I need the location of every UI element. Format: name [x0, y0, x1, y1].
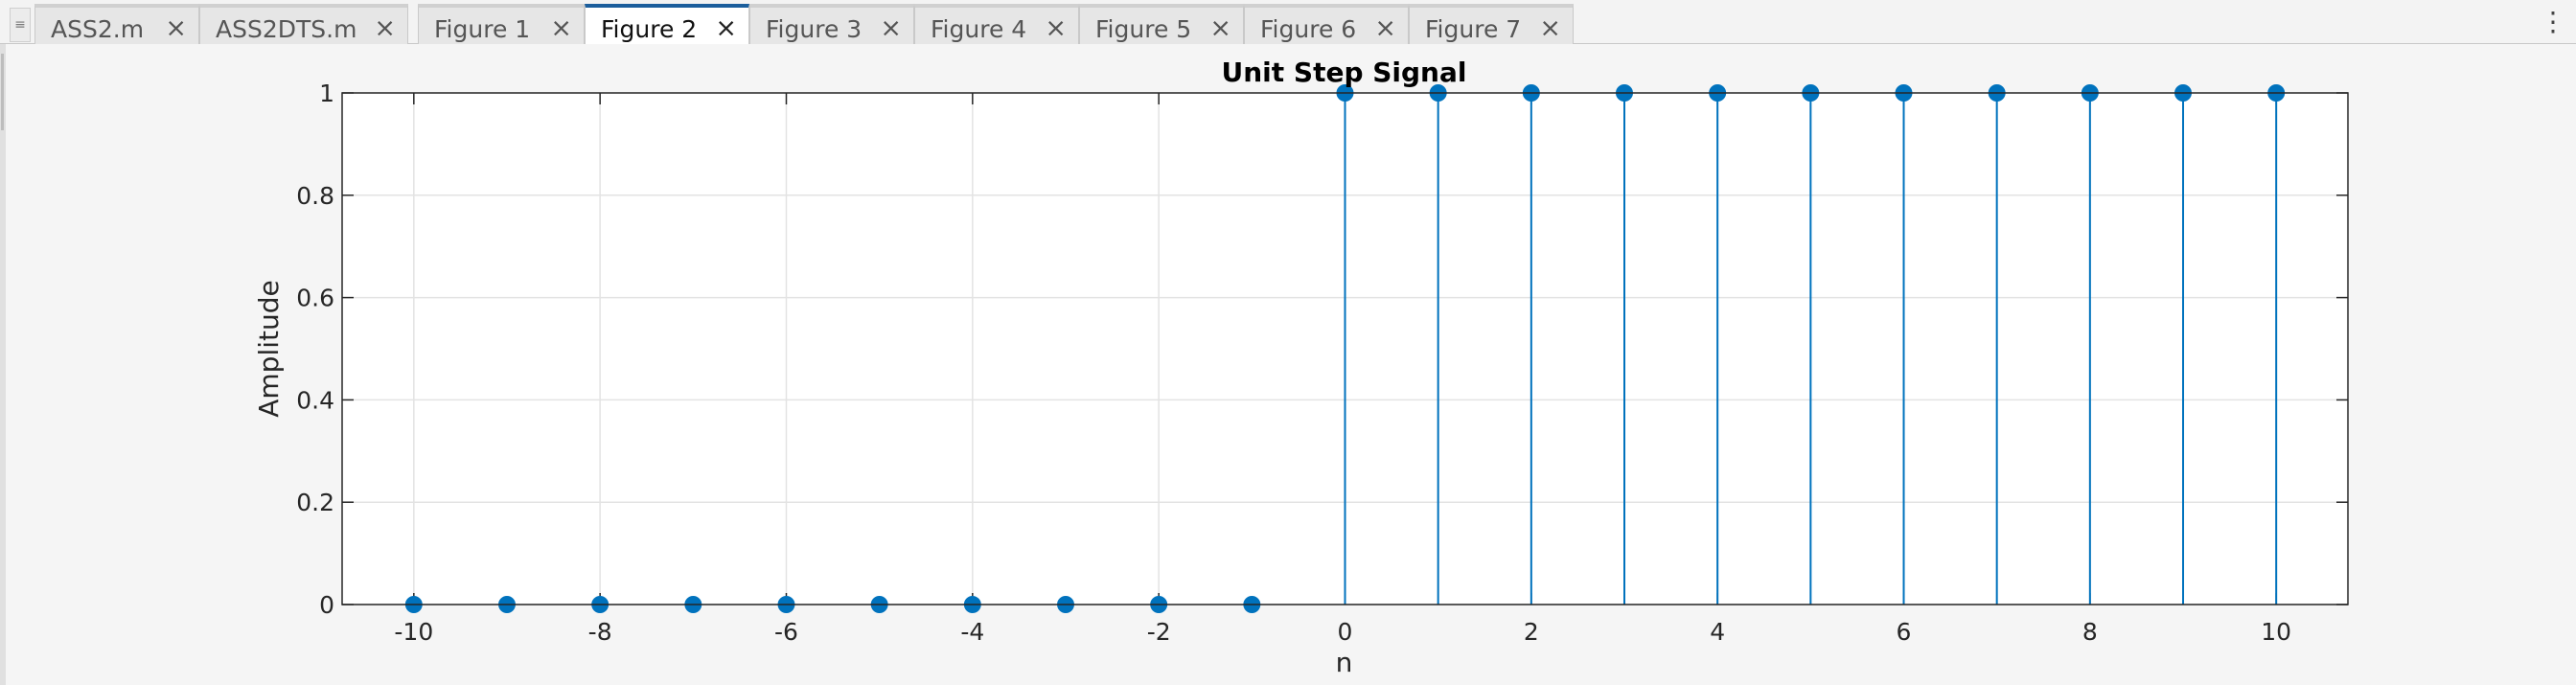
close-icon[interactable]: ×: [550, 13, 572, 43]
x-tick-label: -2: [1147, 618, 1171, 646]
tab-label: Figure 2: [601, 15, 698, 43]
tab-label: Figure 6: [1260, 15, 1357, 43]
tab-label: ASS2DTS.m: [216, 15, 357, 43]
y-axis-label: Amplitude: [253, 280, 285, 418]
close-icon[interactable]: ×: [1045, 13, 1067, 43]
x-tick-label: 0: [1338, 618, 1353, 646]
x-tick-label: 8: [2082, 618, 2098, 646]
close-icon[interactable]: ×: [880, 13, 902, 43]
close-icon[interactable]: ×: [1374, 13, 1396, 43]
y-tick-label: 1: [319, 80, 334, 107]
close-icon[interactable]: ×: [374, 13, 396, 43]
tab-label: Figure 1: [434, 15, 531, 43]
tab-label: Figure 7: [1425, 15, 1522, 43]
tab-figure-7[interactable]: Figure 7 ×: [1409, 4, 1574, 44]
tab-figure-6[interactable]: Figure 6 ×: [1244, 4, 1409, 44]
axes-box: [341, 92, 2349, 605]
tab-label: Figure 4: [931, 15, 1027, 43]
x-tick-label: -6: [774, 618, 798, 646]
tab-figure-4[interactable]: Figure 4 ×: [914, 4, 1079, 44]
close-icon[interactable]: ×: [165, 13, 187, 43]
x-tick-labels: -10 -8 -6 -4 -2 0 2 4 6 8 10: [394, 618, 2291, 646]
y-tick-labels: 0 0.2 0.4 0.6 0.8 1: [296, 80, 334, 619]
close-icon[interactable]: ×: [1539, 13, 1561, 43]
tab-ass2-m[interactable]: ASS2.m ×: [34, 4, 199, 44]
x-tick-label: 4: [1710, 618, 1725, 646]
x-tick-label: -8: [588, 618, 612, 646]
tab-figure-5[interactable]: Figure 5 ×: [1079, 4, 1244, 44]
close-icon[interactable]: ×: [1209, 13, 1231, 43]
y-tick-label: 0.6: [296, 285, 334, 312]
tab-figure-3[interactable]: Figure 3 ×: [749, 4, 914, 44]
document-tab-bar: ≡ ASS2.m × ASS2DTS.m × Figure 1 × Figure…: [0, 0, 2576, 44]
x-tick-label: 10: [2261, 618, 2291, 646]
scrollbar-thumb[interactable]: [1, 54, 4, 130]
y-tick-label: 0.4: [296, 386, 334, 414]
y-tick-label: 0: [319, 591, 334, 619]
tab-label: Figure 3: [766, 15, 862, 43]
x-axis-label: n: [1336, 647, 1353, 678]
x-tick-label: 6: [1897, 618, 1912, 646]
y-tick-label: 0.8: [296, 182, 334, 210]
left-edge-scrollbar[interactable]: [0, 44, 6, 685]
x-tick-label: -4: [960, 618, 984, 646]
tab-figure-1[interactable]: Figure 1 ×: [418, 4, 585, 44]
x-tick-label: 2: [1524, 618, 1539, 646]
x-tick-label: -10: [394, 618, 433, 646]
tab-bar-grip-icon[interactable]: ≡: [10, 8, 31, 42]
tab-label: ASS2.m: [51, 15, 145, 43]
more-options-icon[interactable]: ⋮: [2540, 6, 2566, 37]
close-icon[interactable]: ×: [715, 13, 737, 43]
y-tick-label: 0.2: [296, 489, 334, 516]
tab-figure-2[interactable]: Figure 2 ×: [585, 4, 749, 44]
tab-label: Figure 5: [1095, 15, 1192, 43]
chart-title: Unit Step Signal: [1222, 57, 1467, 88]
tab-ass2dts-m[interactable]: ASS2DTS.m ×: [199, 4, 408, 44]
